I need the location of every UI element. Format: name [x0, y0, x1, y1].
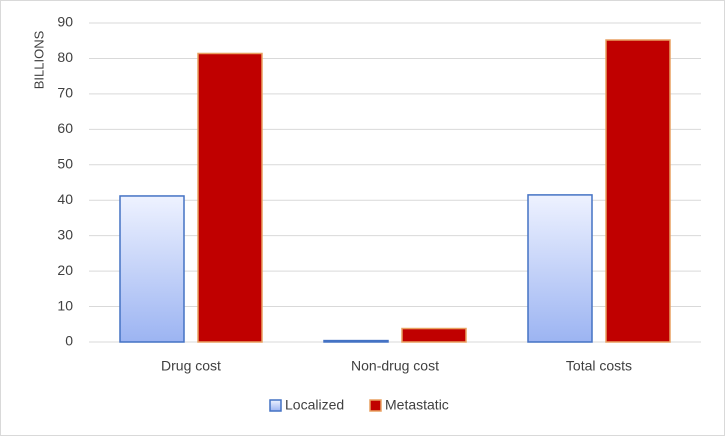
bar [527, 194, 593, 343]
x-tick-label: Total costs [566, 358, 632, 374]
y-tick-label: 70 [57, 85, 73, 101]
y-tick-label: 90 [57, 14, 73, 30]
x-tick-label: Drug cost [161, 358, 221, 374]
legend-label: Localized [285, 397, 344, 413]
y-tick-label: 60 [57, 120, 73, 136]
bar [119, 195, 185, 343]
y-axis-label: BILLIONS [31, 30, 46, 89]
x-tick-label: Non-drug cost [351, 358, 439, 374]
legend-label: Metastatic [385, 397, 449, 413]
bar [605, 39, 671, 343]
y-tick-label: 80 [57, 49, 73, 65]
y-tick-label: 50 [57, 155, 73, 171]
y-tick-label: 40 [57, 191, 73, 207]
y-tick-label: 10 [57, 297, 73, 313]
legend-swatch [369, 399, 382, 412]
bar [197, 52, 263, 343]
y-tick-label: 0 [65, 333, 73, 349]
bar [401, 327, 467, 343]
y-tick-label: 30 [57, 226, 73, 242]
legend-swatch [269, 399, 282, 412]
bar [323, 339, 389, 343]
y-tick-label: 20 [57, 262, 73, 278]
